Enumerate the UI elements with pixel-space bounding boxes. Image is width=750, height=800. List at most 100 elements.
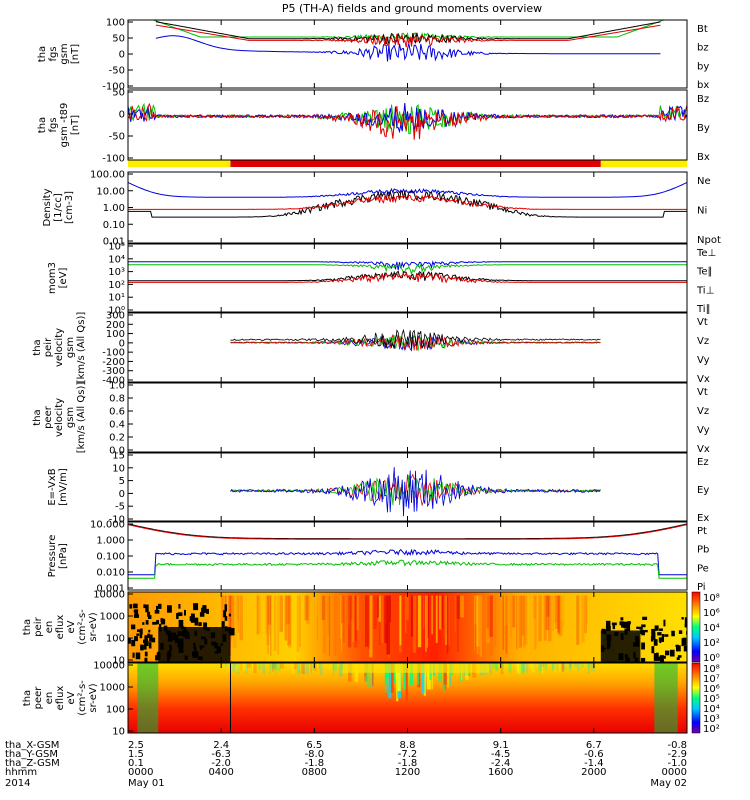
panel-pressure: 10.000 1.000 0.100 0.010 0.001 Pressure [nPa] P… <box>47 520 709 595</box>
ephem-value: -0.6 <box>584 749 604 760</box>
panel-pressure-ylabel: [nPa] <box>58 543 69 569</box>
panel-efield-ylabel: [mV/m] <box>58 468 69 506</box>
series-pi <box>128 548 687 576</box>
panel-peir_eflux-tick: 10 <box>112 656 125 667</box>
series-pb <box>128 524 687 540</box>
legend-Ez: Ez <box>697 457 709 468</box>
ephem-value: -1.0 <box>667 758 687 769</box>
panel-peir_eflux-ylabel: (cm²-s- <box>77 609 88 645</box>
time-tick-label: 1600 <box>488 767 513 778</box>
ephem-value: -7.2 <box>398 749 418 760</box>
panel-fgs_b-tick: 0 <box>119 50 125 61</box>
ephem-label: tha_X-GSM <box>5 740 59 751</box>
ephem-label: hhmm <box>5 767 37 778</box>
panel-peer_velocity-tick: 0.6 <box>109 407 125 418</box>
legend-Pt: Pt <box>697 526 707 537</box>
panel-peer_velocity: 1.0 0.8 0.6 0.4 0.2 0.0 tha peer velocity gsm [km/… <box>32 381 710 457</box>
legend-By: By <box>697 123 710 134</box>
colorbar-tick: 10² <box>703 724 720 735</box>
series-bx <box>155 35 661 62</box>
legend-Vy: Vy <box>697 425 710 436</box>
panel-fgs_b-ylabel: gsm <box>59 43 70 64</box>
panel-peir_velocity-frame <box>127 312 688 383</box>
panel-fgs_db: 50 0 -50 -100 tha fgs gsm -t89 [nT] Bz By Bx <box>37 88 710 165</box>
colorbar-tick: 10⁶ <box>703 608 720 619</box>
panel-peer_velocity-ylabel: [km/s (All Qs)] <box>76 382 87 454</box>
panel-pressure-tick: 0.100 <box>96 552 125 563</box>
colorbar-tick: 10⁸ <box>703 664 720 675</box>
panel-fgs_db-ylabel: tha <box>37 117 48 133</box>
ephem-label: 2014 <box>5 778 30 789</box>
panel-peer_velocity-ylabel: gsm <box>65 407 76 428</box>
panel-fgs_b-tick: -100 <box>102 82 125 93</box>
panel-peer_eflux-ylabel: sr-eV) <box>88 683 99 712</box>
panel-peir_eflux-ylabel: en <box>44 621 55 634</box>
legend-Pi: Pi <box>697 582 706 593</box>
panel-temperature-plot <box>128 260 687 284</box>
panel-pressure-frame <box>127 521 688 591</box>
panel-peir_velocity-tick: -300 <box>102 366 125 377</box>
panel-temperature-tick: 10¹ <box>108 293 125 304</box>
panel-peir_velocity-ylabel: [km/s (All Qs)] <box>76 312 87 384</box>
colorbar-tick: 10⁸ <box>703 593 720 604</box>
colorbar-tick: 10⁷ <box>703 674 720 685</box>
panel-peir_velocity-ylabel: peir <box>43 337 54 357</box>
panel-temperature-tick: 10⁵ <box>108 242 125 253</box>
ephem-value: 2.4 <box>213 740 229 751</box>
panel-peer_velocity-tick: 0.8 <box>109 394 125 405</box>
panel-peir_eflux-ylabel: eflux <box>55 615 66 640</box>
legend-Vt: Vt <box>697 317 708 328</box>
panel-peer_velocity-tick: 0.4 <box>109 420 125 431</box>
panel-fgs_db-tick: 0 <box>119 110 125 121</box>
panel-temperature-tick: 10⁴ <box>108 254 125 265</box>
legend-bx: bx <box>697 80 709 91</box>
panel-peir_velocity-tick: 300 <box>106 311 125 322</box>
panel-peer_eflux-plot <box>128 663 687 733</box>
panel-peir_velocity-ylabel: velocity <box>54 328 65 367</box>
panel-peer_eflux-ylabel: eV <box>66 691 77 704</box>
status-bar-yellow-left <box>128 160 231 167</box>
panel-efield-tick: -10 <box>109 515 125 526</box>
ephem-value: -6.3 <box>211 749 231 760</box>
panel-pressure-tick: 1.000 <box>96 536 125 547</box>
legend-Pe: Pe <box>697 563 709 574</box>
time-tick-label: 0000 <box>662 767 687 778</box>
panel-density-ylabel: [cm-3] <box>64 191 75 224</box>
panel-density-tick: 1.00 <box>103 203 125 214</box>
legend-Pb: Pb <box>697 545 709 556</box>
ephem-value: -8.0 <box>305 749 325 760</box>
panel-peer_eflux-tick: 100 <box>106 705 125 716</box>
panel-peir_eflux-ylabel: tha <box>22 619 33 635</box>
status-bar-red <box>230 160 601 167</box>
panel-pressure-plot <box>128 523 687 579</box>
series-ne <box>128 194 687 210</box>
time-tick-label: 0400 <box>208 767 233 778</box>
panel-peer_velocity-ylabel: peer <box>43 405 54 429</box>
panel-pressure-tick: 0.010 <box>96 568 125 579</box>
legend-Ti⊥: Ti⊥ <box>696 285 714 296</box>
panel-efield-tick: 10 <box>112 463 125 474</box>
panel-efield-tick: 15 <box>112 451 125 462</box>
panel-peir_eflux: 10000 1000 100 10 tha peir en eflux eV (cm²-s-sr-… <box>22 590 720 667</box>
series-ni <box>128 189 687 218</box>
panel-fgs_b-ylabel: tha <box>37 46 48 62</box>
panel-peir_velocity-tick: 100 <box>106 329 125 340</box>
panel-peer_eflux: 10000 1000 100 10 tha peer en eflux eV (cm²-s-sr-… <box>22 661 720 738</box>
panel-peer_eflux-ylabel: en <box>44 692 55 705</box>
panel-peer_velocity-frame <box>127 382 688 453</box>
legend-Bz: Bz <box>697 94 709 105</box>
colorbar-tick: 10³ <box>703 714 720 725</box>
legend-Te∥: Te∥ <box>696 267 713 278</box>
time-tick-label: 1200 <box>395 767 420 778</box>
panel-fgs_db-ylabel: fgs <box>48 117 59 132</box>
series-bz <box>155 24 661 48</box>
panel-peir_eflux-tick: 100 <box>106 634 125 645</box>
panel-temperature-tick: 10⁰ <box>108 306 125 317</box>
panel-peer_eflux-ylabel: (cm²-s- <box>77 680 88 716</box>
ephem-value: 2.5 <box>128 740 144 751</box>
colorbar-tick: 10² <box>703 638 720 649</box>
legend-Npot: Npot <box>697 235 721 246</box>
